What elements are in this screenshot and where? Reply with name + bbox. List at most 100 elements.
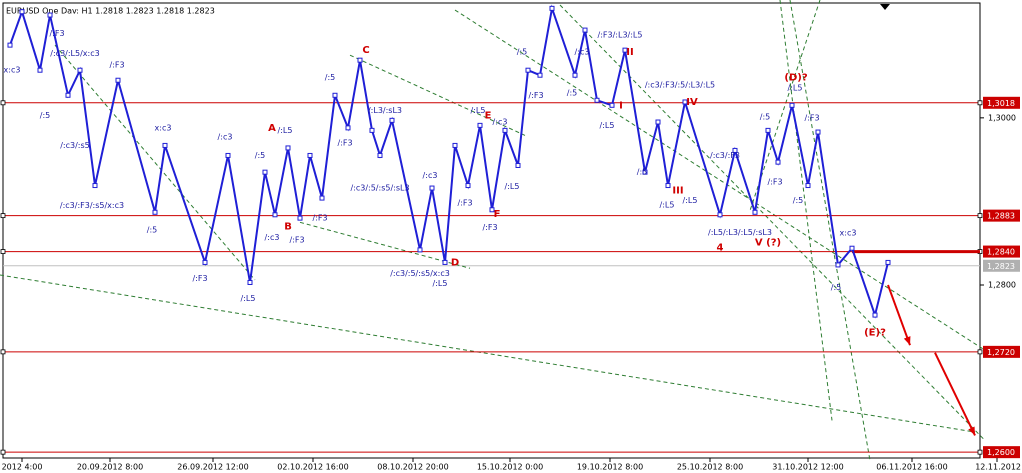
signal-label: x:c3 xyxy=(4,66,21,75)
level-handle xyxy=(977,100,983,106)
wave-node xyxy=(285,145,291,151)
signal-label: /:L5 xyxy=(660,200,675,209)
signal-label: /:F3 xyxy=(109,61,124,70)
wave-node xyxy=(477,122,483,128)
level-label-box xyxy=(983,245,1020,258)
signal-label: /:c3/:F3/:5/:L3/:L5 xyxy=(645,81,715,90)
wave-node xyxy=(152,209,158,215)
signal-label: /:F3 xyxy=(312,214,327,223)
signal-label: /:L5/:L3/:L5/:sL3 xyxy=(708,228,772,237)
signal-label: /:c3/:F3/:s5/x:c3 xyxy=(60,201,124,210)
signal-label: /:c3 xyxy=(575,47,590,56)
wave-node xyxy=(19,9,25,15)
signal-label: /:L5 xyxy=(433,279,448,288)
wave-node xyxy=(549,5,555,11)
signal-label: /:5 xyxy=(325,73,335,82)
signal-label: /:L5 xyxy=(505,182,520,191)
x-tick-label: 15.10.2012 0:00 xyxy=(477,463,543,472)
x-tick-label: 26.09.2012 12:00 xyxy=(177,463,248,472)
level-label: 1,2600 xyxy=(987,448,1015,457)
wave-node xyxy=(77,67,83,73)
wave-node xyxy=(765,127,771,133)
wave-node xyxy=(465,183,471,189)
wave-node xyxy=(594,97,600,103)
x-tick-label: 12.11.2012 xyxy=(975,463,1021,472)
signal-label: /:c3/:F3 xyxy=(710,151,740,160)
level-handle xyxy=(0,349,6,355)
signal-label: /:F3 xyxy=(289,235,304,244)
wave-node xyxy=(319,195,325,201)
wave-node xyxy=(885,259,891,265)
wave-node xyxy=(789,102,795,108)
signal-label: /:F3 xyxy=(192,274,207,283)
signal-label: /:L5 xyxy=(278,126,293,135)
y-tick-label: 1,2800 xyxy=(988,280,1016,289)
signal-label: /:F3 xyxy=(457,199,472,208)
x-tick-label: 20.09.2012 8:00 xyxy=(77,463,143,472)
signal-label: /:5 xyxy=(760,113,770,122)
wave-label: E xyxy=(485,110,492,121)
signal-label: /:c3 xyxy=(423,171,438,180)
signal-label: /:5 xyxy=(147,225,157,234)
wave-node xyxy=(162,142,168,148)
signal-label: /:c3/:5/:s5/x:c3 xyxy=(390,269,450,278)
wave-node xyxy=(37,67,43,73)
x-tick-label: 19.10.2012 8:00 xyxy=(577,463,643,472)
wave-node xyxy=(622,47,628,53)
wave-node xyxy=(872,312,878,318)
signal-label: /:c3 xyxy=(493,118,508,127)
level-label-box xyxy=(983,446,1020,459)
trend-line xyxy=(559,4,986,441)
signal-label: /:c3 xyxy=(265,233,280,242)
wave-node xyxy=(7,42,13,48)
level-label-box xyxy=(983,96,1020,109)
x-tick-label: 31.10.2012 12:00 xyxy=(772,463,843,472)
wave-node xyxy=(682,99,688,105)
signal-label: /:F3 xyxy=(804,113,819,122)
signal-label: /:L5 xyxy=(600,121,615,130)
trend-line xyxy=(789,0,871,461)
signal-label: /:F3 xyxy=(337,138,352,147)
wave-node xyxy=(262,169,268,175)
wave-node xyxy=(247,279,253,285)
trend-line xyxy=(299,221,471,269)
wave-line xyxy=(9,4,889,319)
y-tick-label: 1,3000 xyxy=(988,113,1016,122)
wave-node xyxy=(452,142,458,148)
wave-node xyxy=(345,125,351,131)
signal-label: /:F3 xyxy=(767,178,782,187)
level-label: 1,3018 xyxy=(987,99,1015,108)
signal-label: /:5 xyxy=(567,88,577,97)
signal-label: /:c3/:5/:s5/:sL3 xyxy=(350,184,409,193)
wave-node xyxy=(582,27,588,33)
level-handle xyxy=(977,349,983,355)
level-label: 1,2840 xyxy=(987,248,1015,257)
wave-node xyxy=(65,92,71,98)
signal-label: /:L5 xyxy=(683,196,698,205)
signal-label: /:c3 xyxy=(218,133,233,142)
wave-node xyxy=(655,119,661,125)
signal-label: x:c3 xyxy=(840,229,857,238)
wave-node xyxy=(429,185,435,191)
signal-label: /:L5 xyxy=(471,106,486,115)
wave-node xyxy=(815,129,821,135)
level-label: 1,2720 xyxy=(987,348,1015,357)
plot-frame xyxy=(2,2,981,459)
wave-label: IV xyxy=(686,97,698,108)
forecast-arrow xyxy=(887,284,911,346)
wave-label: A xyxy=(268,123,276,134)
level-label: 1,2883 xyxy=(987,212,1015,221)
x-tick-label: 2012 4:00 xyxy=(2,463,43,472)
wave-node xyxy=(297,215,303,221)
arrow-head xyxy=(903,336,911,346)
wave-node xyxy=(732,147,738,153)
wave-node xyxy=(642,169,648,175)
wave-node xyxy=(225,152,231,158)
signal-label: /:c3/:L5/x:c3 xyxy=(50,49,99,58)
signal-label: /:5 xyxy=(255,151,265,160)
wave-node xyxy=(717,212,723,218)
chart-title: EURUSD One Dav: H1 1.2818 1.2823 1.2818 … xyxy=(6,7,215,16)
level-handle xyxy=(977,213,983,219)
wave-label: (E)? xyxy=(864,328,886,339)
